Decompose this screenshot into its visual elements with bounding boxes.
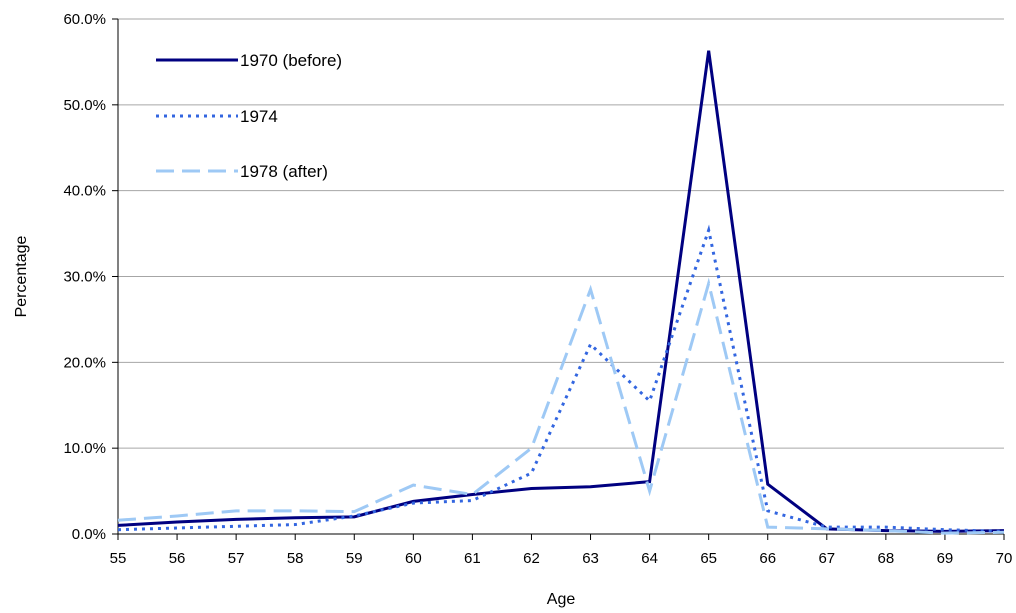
x-tick-label-15: 70 bbox=[996, 550, 1013, 567]
gridlines bbox=[118, 18, 1004, 449]
y-tick-label-0: 0.0% bbox=[72, 526, 106, 543]
y-tick-label-2: 20.0% bbox=[63, 354, 106, 371]
x-tick-label-14: 69 bbox=[937, 550, 954, 567]
y-tick-label-5: 50.0% bbox=[63, 97, 106, 114]
x-axis-title: Age bbox=[547, 591, 576, 608]
legend-label-0: 1970 (before) bbox=[240, 51, 342, 70]
y-tick-label-4: 40.0% bbox=[63, 183, 106, 200]
x-tick-label-1: 56 bbox=[169, 550, 186, 567]
x-tick-label-12: 67 bbox=[818, 550, 835, 567]
x-tick-label-5: 60 bbox=[405, 550, 422, 567]
x-tick-label-7: 62 bbox=[523, 550, 540, 567]
y-tick-label-3: 30.0% bbox=[63, 269, 106, 286]
legend-label-2: 1978 (after) bbox=[240, 162, 328, 181]
x-tick-label-11: 66 bbox=[759, 550, 776, 567]
series-line-0 bbox=[117, 50, 1005, 533]
series-line-2 bbox=[117, 277, 1005, 535]
axes: 0.0% 10.0% 20.0% 30.0% 40.0% 50.0% 60.0% 55 56 57… bbox=[63, 11, 1012, 567]
y-tick-label-6: 60.0% bbox=[63, 11, 106, 28]
legend: 1970 (before) 1974 1978 (after) bbox=[156, 51, 342, 181]
x-tick-label-9: 64 bbox=[641, 550, 658, 567]
legend-label-1: 1974 bbox=[240, 107, 278, 126]
x-tick-label-0: 55 bbox=[110, 550, 127, 567]
x-tick-label-2: 57 bbox=[228, 550, 245, 567]
series-lines bbox=[117, 50, 1005, 535]
y-tick-label-1: 10.0% bbox=[63, 440, 106, 457]
x-tick-label-6: 61 bbox=[464, 550, 481, 567]
x-tick-label-13: 68 bbox=[878, 550, 895, 567]
x-tick-label-3: 58 bbox=[287, 550, 304, 567]
x-tick-label-4: 59 bbox=[346, 550, 363, 567]
y-axis-title: Percentage bbox=[13, 235, 30, 317]
x-tick-label-10: 65 bbox=[700, 550, 717, 567]
x-tick-label-8: 63 bbox=[582, 550, 599, 567]
